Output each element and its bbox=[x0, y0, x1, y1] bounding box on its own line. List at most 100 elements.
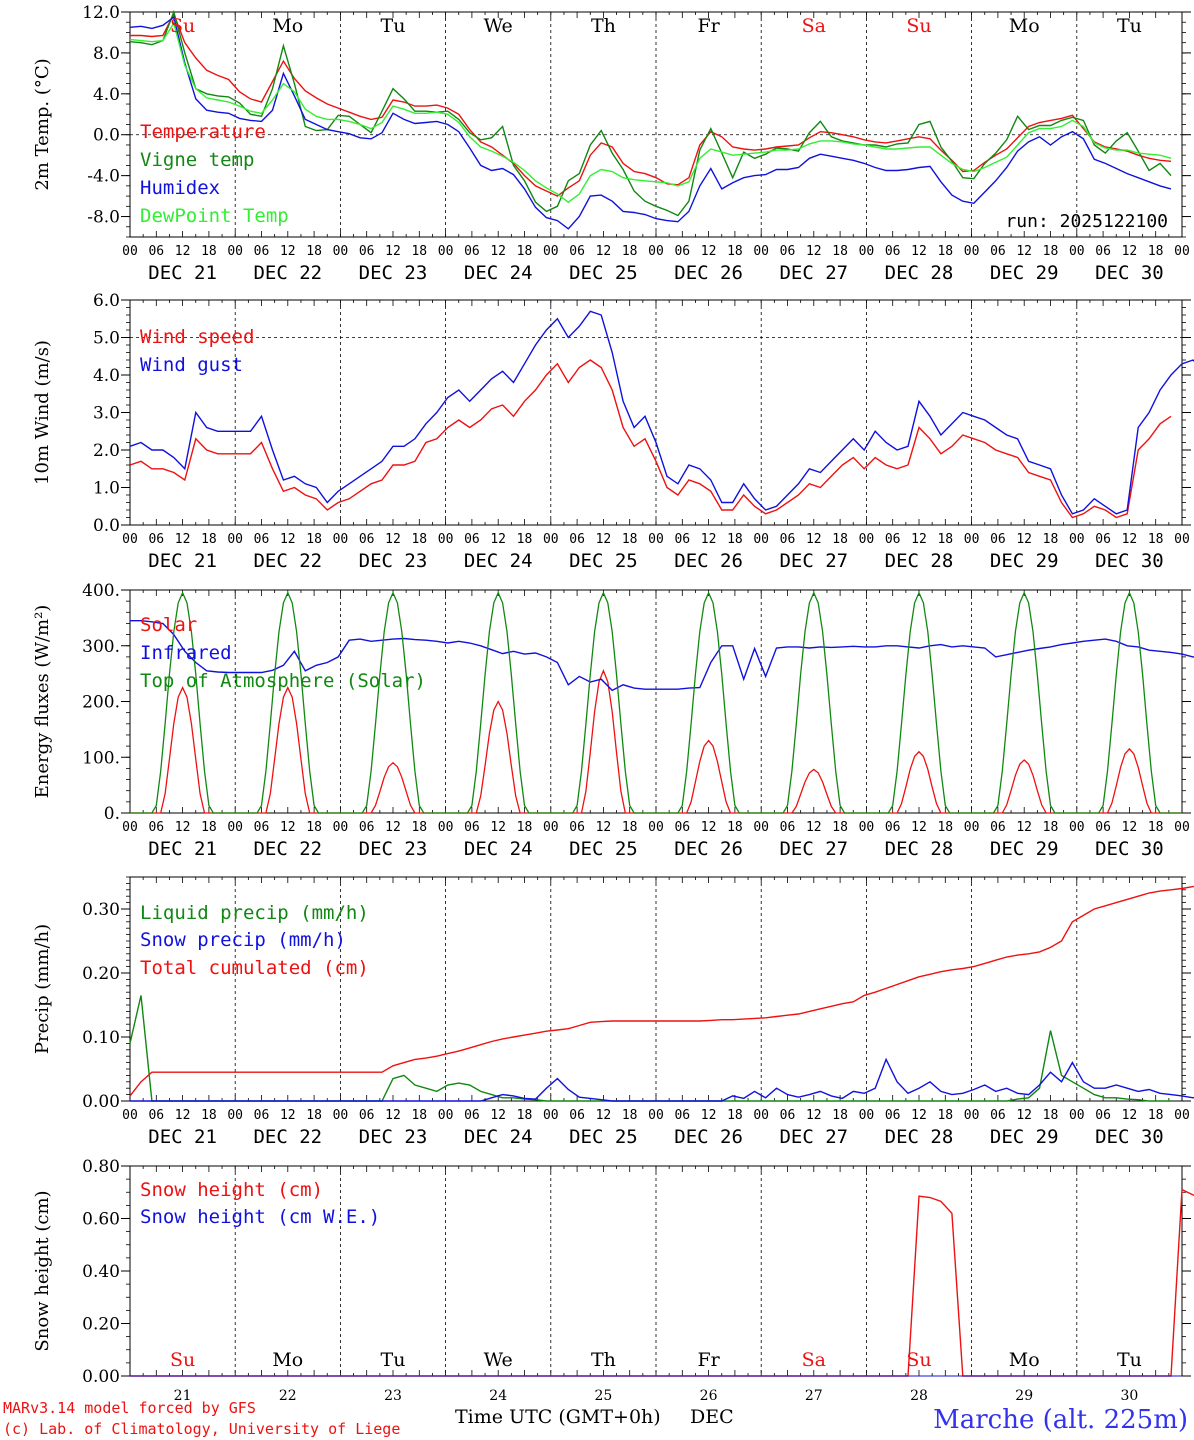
series-vigne-temp bbox=[129, 9, 1172, 217]
x-hour-label: 18 bbox=[622, 532, 638, 547]
x-hour-label: 06 bbox=[990, 820, 1006, 835]
x-hour-label: 12 bbox=[701, 820, 717, 835]
weekday-label: Mo bbox=[272, 15, 303, 37]
x-date-label: DEC 30 bbox=[1095, 1126, 1164, 1148]
x-hour-label: 06 bbox=[569, 244, 585, 259]
x-hour-label: 06 bbox=[359, 532, 375, 547]
x-hour-label: 00 bbox=[122, 820, 138, 835]
x-hour-label: 00 bbox=[122, 244, 138, 259]
x-day-number: 22 bbox=[279, 1388, 297, 1404]
y-tick-label: 4.0 bbox=[93, 366, 120, 386]
x-hour-label: 00 bbox=[227, 1108, 243, 1123]
x-hour-label: 00 bbox=[859, 532, 875, 547]
x-hour-label: 18 bbox=[1148, 244, 1164, 259]
x-hour-label: 18 bbox=[411, 820, 427, 835]
x-hour-label: 18 bbox=[1043, 244, 1059, 259]
x-hour-label: 00 bbox=[227, 820, 243, 835]
x-hour-label: 06 bbox=[464, 1108, 480, 1123]
x-hour-label: 12 bbox=[1122, 532, 1138, 547]
legend-entry: Solar bbox=[140, 614, 197, 636]
x-hour-label: 00 bbox=[1069, 820, 1085, 835]
x-hour-label: 00 bbox=[438, 244, 454, 259]
x-hour-label: 12 bbox=[490, 244, 506, 259]
weekday-label: Sa bbox=[802, 1349, 826, 1371]
x-hour-label: 06 bbox=[1095, 244, 1111, 259]
legend-entry: Humidex bbox=[140, 177, 220, 199]
x-hour-label: 18 bbox=[201, 532, 217, 547]
y-tick-label: 0.20 bbox=[82, 964, 120, 984]
x-hour-label: 06 bbox=[674, 532, 690, 547]
station-name: Marche (alt. 225m) bbox=[933, 1405, 1188, 1435]
x-date-label: DEC 26 bbox=[674, 262, 743, 284]
legend-entry: Wind speed bbox=[140, 326, 254, 348]
x-day-number: 25 bbox=[594, 1388, 612, 1404]
legend-entry: Snow precip (mm/h) bbox=[140, 929, 346, 951]
x-date-label: DEC 24 bbox=[464, 838, 533, 860]
x-day-number: 24 bbox=[489, 1388, 507, 1404]
legend-entry: Liquid precip (mm/h) bbox=[140, 902, 369, 924]
x-hour-label: 18 bbox=[622, 1108, 638, 1123]
weekday-label: Fr bbox=[697, 15, 720, 37]
x-date-label: DEC 28 bbox=[885, 838, 954, 860]
x-date-label: DEC 27 bbox=[779, 262, 848, 284]
run-label: run: 2025122100 bbox=[1005, 211, 1168, 232]
legend-entry: Infrared bbox=[140, 642, 232, 664]
x-hour-label: 06 bbox=[569, 1108, 585, 1123]
x-date-label: DEC 22 bbox=[253, 838, 322, 860]
x-date-label: DEC 23 bbox=[359, 550, 428, 572]
x-date-label: DEC 26 bbox=[674, 550, 743, 572]
x-hour-label: 06 bbox=[254, 532, 270, 547]
x-hour-label: 18 bbox=[727, 820, 743, 835]
x-hour-label: 00 bbox=[122, 532, 138, 547]
x-hour-label: 12 bbox=[175, 532, 191, 547]
x-hour-label: 18 bbox=[201, 820, 217, 835]
x-hour-label: 06 bbox=[780, 1108, 796, 1123]
x-hour-label: 00 bbox=[1069, 244, 1085, 259]
x-date-label: DEC 25 bbox=[569, 838, 638, 860]
x-hour-label: 00 bbox=[438, 532, 454, 547]
x-hour-label: 18 bbox=[1148, 820, 1164, 835]
series-total-cumulated-cm- bbox=[129, 885, 1194, 1097]
x-hour-label: 18 bbox=[622, 244, 638, 259]
x-hour-label: 00 bbox=[648, 532, 664, 547]
x-date-label: DEC 26 bbox=[674, 838, 743, 860]
x-hour-label: 18 bbox=[937, 1108, 953, 1123]
legend-entry: Vigne temp bbox=[140, 149, 254, 171]
x-hour-label: 06 bbox=[359, 1108, 375, 1123]
x-hour-label: 18 bbox=[832, 532, 848, 547]
x-hour-label: 06 bbox=[148, 244, 164, 259]
x-hour-label: 06 bbox=[885, 244, 901, 259]
weekday-label: Tu bbox=[381, 1349, 406, 1371]
x-date-label: DEC 22 bbox=[253, 1126, 322, 1148]
x-hour-label: 00 bbox=[964, 820, 980, 835]
x-hour-label: 12 bbox=[385, 532, 401, 547]
x-date-label: DEC 21 bbox=[148, 838, 217, 860]
x-hour-label: 18 bbox=[832, 1108, 848, 1123]
x-date-label: DEC 28 bbox=[885, 1126, 954, 1148]
x-hour-label: 18 bbox=[411, 244, 427, 259]
x-date-label: DEC 24 bbox=[464, 1126, 533, 1148]
y-tick-label: 400. bbox=[82, 581, 120, 601]
x-hour-label: 00 bbox=[1174, 532, 1190, 547]
x-hour-label: 00 bbox=[122, 1108, 138, 1123]
x-hour-label: 18 bbox=[517, 532, 533, 547]
x-hour-label: 00 bbox=[859, 244, 875, 259]
y-axis-label: 2m Temp. (°C) bbox=[32, 58, 53, 190]
x-hour-label: 00 bbox=[438, 820, 454, 835]
x-hour-label: 12 bbox=[280, 532, 296, 547]
legend-entry: Top of Atmosphere (Solar) bbox=[140, 670, 426, 692]
x-hour-label: 12 bbox=[1016, 532, 1032, 547]
x-hour-label: 00 bbox=[753, 532, 769, 547]
x-hour-label: 06 bbox=[990, 532, 1006, 547]
weekday-label: Th bbox=[591, 15, 616, 37]
x-hour-label: 06 bbox=[569, 532, 585, 547]
x-hour-label: 06 bbox=[148, 1108, 164, 1123]
legend-entry: Snow height (cm W.E.) bbox=[140, 1206, 380, 1228]
x-hour-label: 00 bbox=[1069, 1108, 1085, 1123]
x-hour-label: 12 bbox=[701, 1108, 717, 1123]
x-hour-label: 06 bbox=[780, 532, 796, 547]
x-hour-label: 00 bbox=[1174, 244, 1190, 259]
x-hour-label: 06 bbox=[674, 820, 690, 835]
x-hour-label: 18 bbox=[727, 532, 743, 547]
